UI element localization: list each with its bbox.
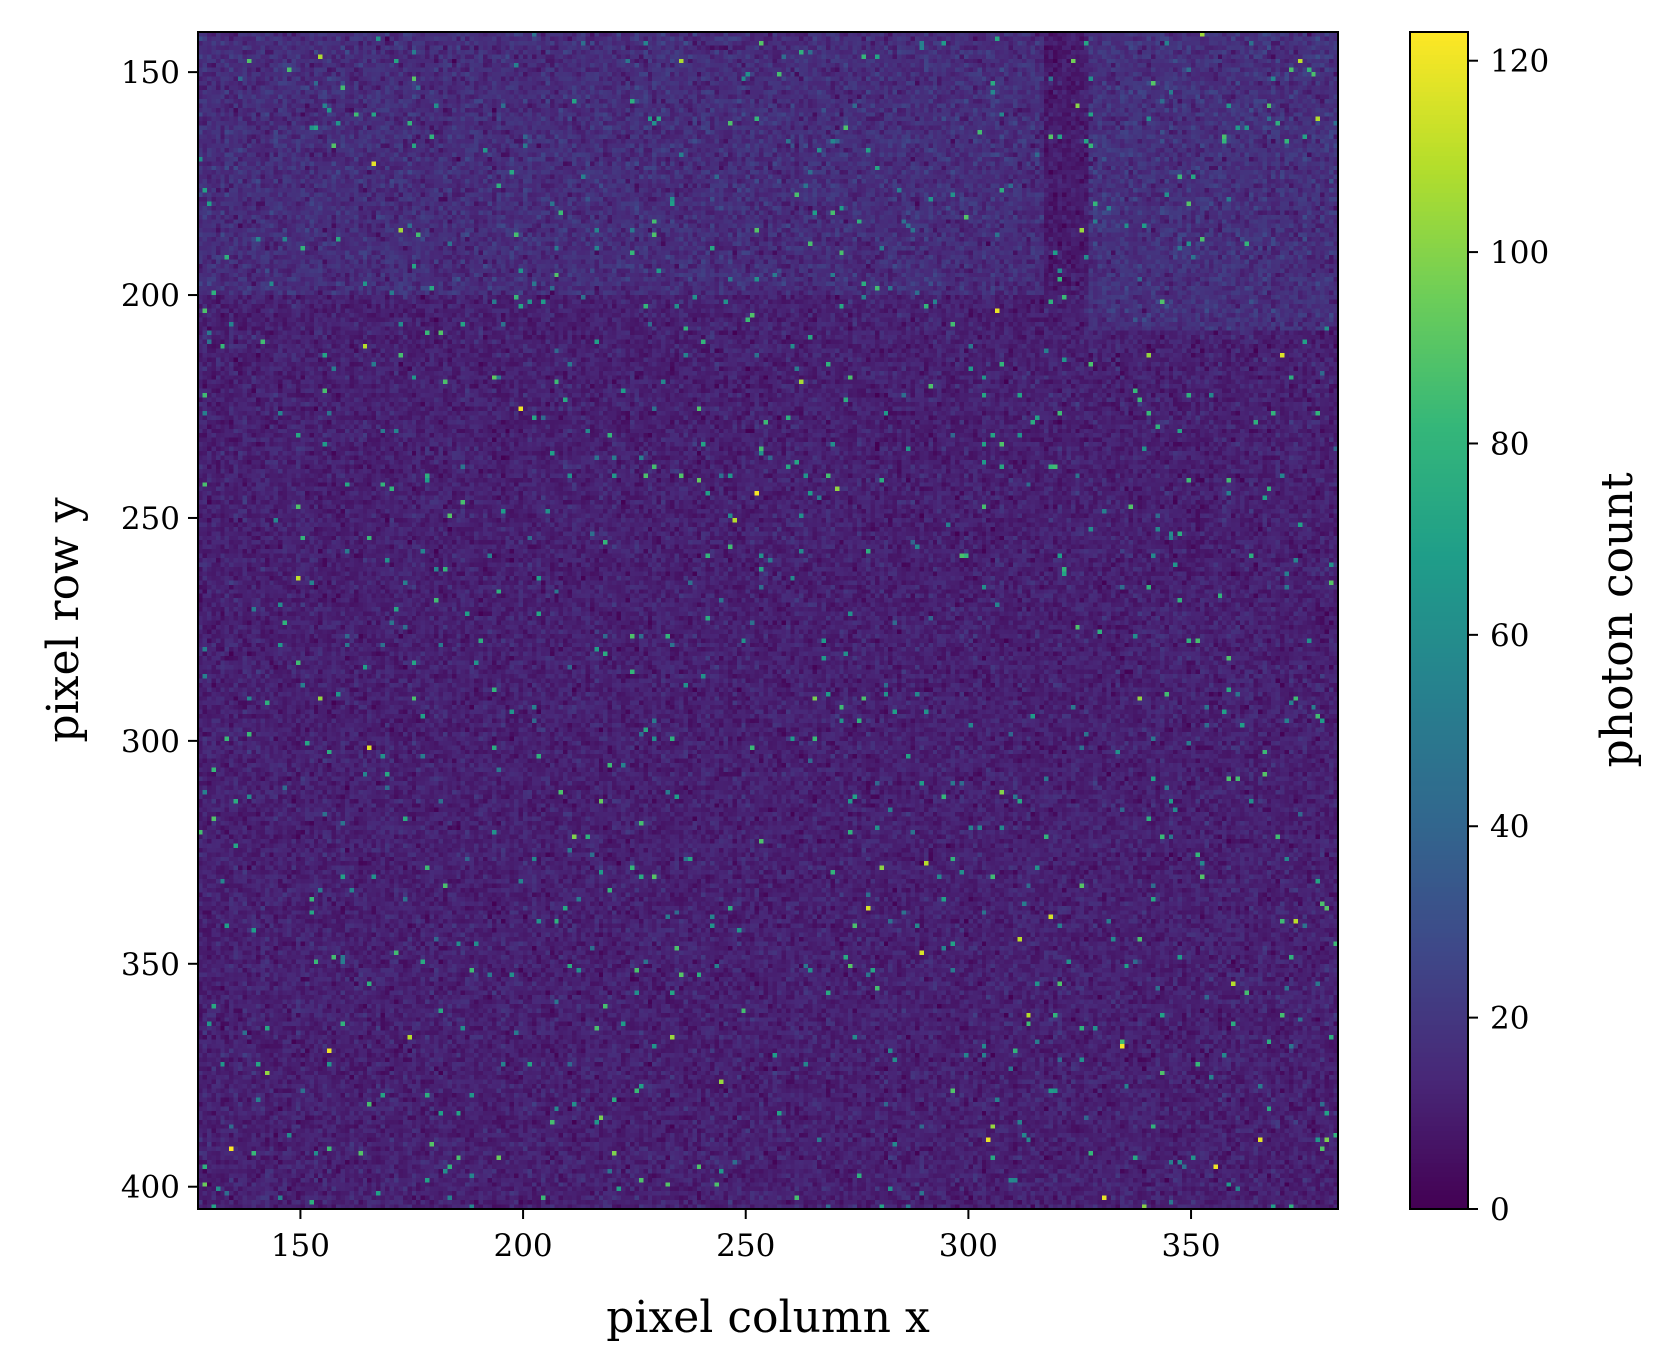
- y-tick-label: 300: [121, 724, 180, 760]
- main-axes: 150 200 250 300 350 150 200 250 300 350 400: [121, 31, 1339, 1264]
- y-tick-label: 200: [121, 278, 180, 314]
- colorbar-tick-label: 40: [1490, 809, 1529, 845]
- colorbar-frame: [1409, 31, 1469, 1210]
- colorbar-label: photon count: [1592, 472, 1643, 767]
- y-axis-label: pixel row y: [38, 497, 89, 742]
- colorbar-gradient: [1410, 32, 1468, 1209]
- colorbar-tick-label: 20: [1490, 1001, 1529, 1037]
- y-tick-label: 400: [121, 1170, 180, 1206]
- x-axis-label: pixel column x: [606, 1292, 930, 1343]
- colorbar-tick-label: 120: [1490, 44, 1549, 80]
- x-tick-label: 350: [1161, 1228, 1220, 1264]
- y-tick-label: 350: [121, 947, 180, 983]
- colorbar-tick-label: 60: [1490, 618, 1529, 654]
- y-tick-label: 250: [121, 501, 180, 537]
- y-tick-label: 150: [121, 55, 180, 91]
- x-tick-label: 200: [493, 1228, 552, 1264]
- heatmap-image: [198, 32, 1338, 1209]
- x-tick-label: 250: [716, 1228, 775, 1264]
- x-tick-label: 300: [939, 1228, 998, 1264]
- x-tick-label: 150: [271, 1228, 330, 1264]
- plot-frame: [197, 31, 1339, 1210]
- colorbar-tick-label: 0: [1490, 1192, 1510, 1228]
- colorbar-tick-label: 100: [1490, 235, 1549, 271]
- colorbar-axes: 0 20 40 60 80 100 120: [1409, 31, 1549, 1228]
- colorbar-tick-label: 80: [1490, 426, 1529, 462]
